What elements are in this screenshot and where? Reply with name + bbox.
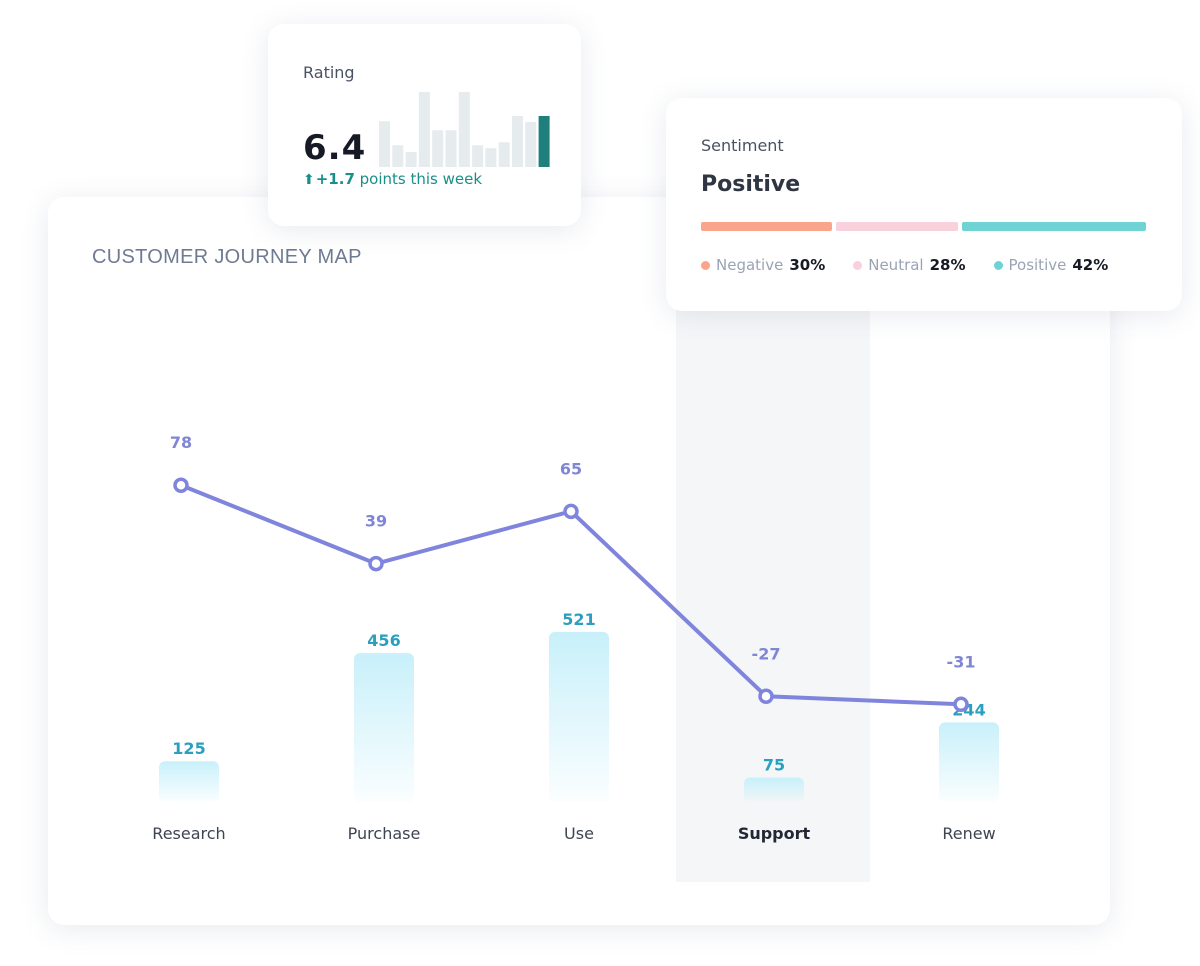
sentiment-segment-neutral [836, 222, 959, 231]
rating-history-bar [458, 92, 470, 167]
bar-support [744, 777, 804, 802]
journey-chart: 125Research456Purchase521Use75Support244… [152, 433, 999, 843]
rating-history-bar [379, 121, 390, 167]
bar-use [549, 631, 609, 802]
sentiment-value: Positive [701, 172, 801, 197]
rating-title: Rating [303, 63, 355, 82]
legend-percent: 42% [1072, 256, 1109, 274]
sentiment-card: Sentiment Positive Negative 30% Neutral … [666, 98, 1182, 311]
rating-history-bar [405, 152, 417, 167]
line-point [563, 503, 579, 520]
rating-change: ⬆+1.7 points this week [303, 170, 482, 188]
legend-dot-icon [853, 260, 863, 270]
line-point [368, 555, 384, 572]
rating-value: 6.4 [303, 128, 367, 168]
legend-percent: 30% [789, 256, 826, 274]
bar-value-label: 75 [763, 756, 785, 775]
rating-card: Rating 6.4 ⬆+1.7 points this week [268, 24, 581, 226]
legend-item-neutral: Neutral 28% [853, 256, 966, 274]
category-label: Renew [942, 824, 995, 843]
rating-change-text: points this week [359, 170, 483, 188]
category-label: Use [564, 824, 594, 843]
legend-percent: 28% [929, 256, 966, 274]
line-value-label: 78 [170, 433, 192, 452]
category-label: Research [152, 824, 225, 843]
sentiment-segment-negative [701, 222, 833, 231]
bar-renew [939, 722, 999, 802]
rating-history-chart [379, 92, 550, 167]
line-point [173, 477, 189, 493]
line-point [953, 696, 969, 713]
rating-change-delta: +1.7 [315, 170, 355, 188]
bar-value-label: 521 [562, 610, 595, 629]
bar-research [159, 761, 219, 802]
rating-history-bar [418, 92, 430, 167]
line-value-label: -31 [947, 652, 976, 671]
sentiment-legend: Negative 30% Neutral 28% Positive 42% [701, 254, 1151, 276]
legend-item-negative: Negative 30% [701, 256, 825, 274]
rating-history-bar [432, 130, 444, 167]
line-value-label: 65 [560, 459, 582, 478]
journey-card: CUSTOMER JOURNEY MAP 125 Research 456 Purch… [48, 197, 1110, 925]
sentiment-stacked-bar [701, 222, 1146, 231]
rating-history-bar [538, 116, 550, 167]
rating-history-bar [498, 142, 510, 167]
legend-name: Negative [716, 256, 784, 274]
legend-dot-icon [701, 260, 710, 270]
line-value-label: -27 [752, 644, 781, 663]
bar-value-label: 125 [172, 739, 205, 758]
arrow-up-icon: ⬆ [303, 172, 315, 188]
bar-purchase [354, 653, 414, 802]
category-label: Purchase [348, 824, 421, 843]
category-label: Support [738, 824, 811, 843]
rating-history-bar [392, 145, 404, 167]
line-value-label: 39 [365, 512, 387, 531]
legend-item-positive: Positive 42% [993, 256, 1109, 274]
legend-name: Positive [1008, 256, 1067, 274]
rating-history-bar [525, 122, 537, 167]
legend-name: Neutral [868, 256, 924, 274]
line-point [758, 688, 774, 705]
rating-history-bar [472, 145, 484, 167]
sentiment-title: Sentiment [701, 136, 784, 155]
bar-value-label: 456 [367, 631, 400, 650]
rating-history-bar [485, 148, 497, 167]
journey-title: CUSTOMER JOURNEY MAP [92, 246, 362, 268]
rating-history-bar [512, 116, 523, 167]
sentiment-segment-positive [962, 222, 1146, 231]
rating-history-bar [445, 130, 457, 167]
legend-dot-icon [993, 260, 1003, 270]
